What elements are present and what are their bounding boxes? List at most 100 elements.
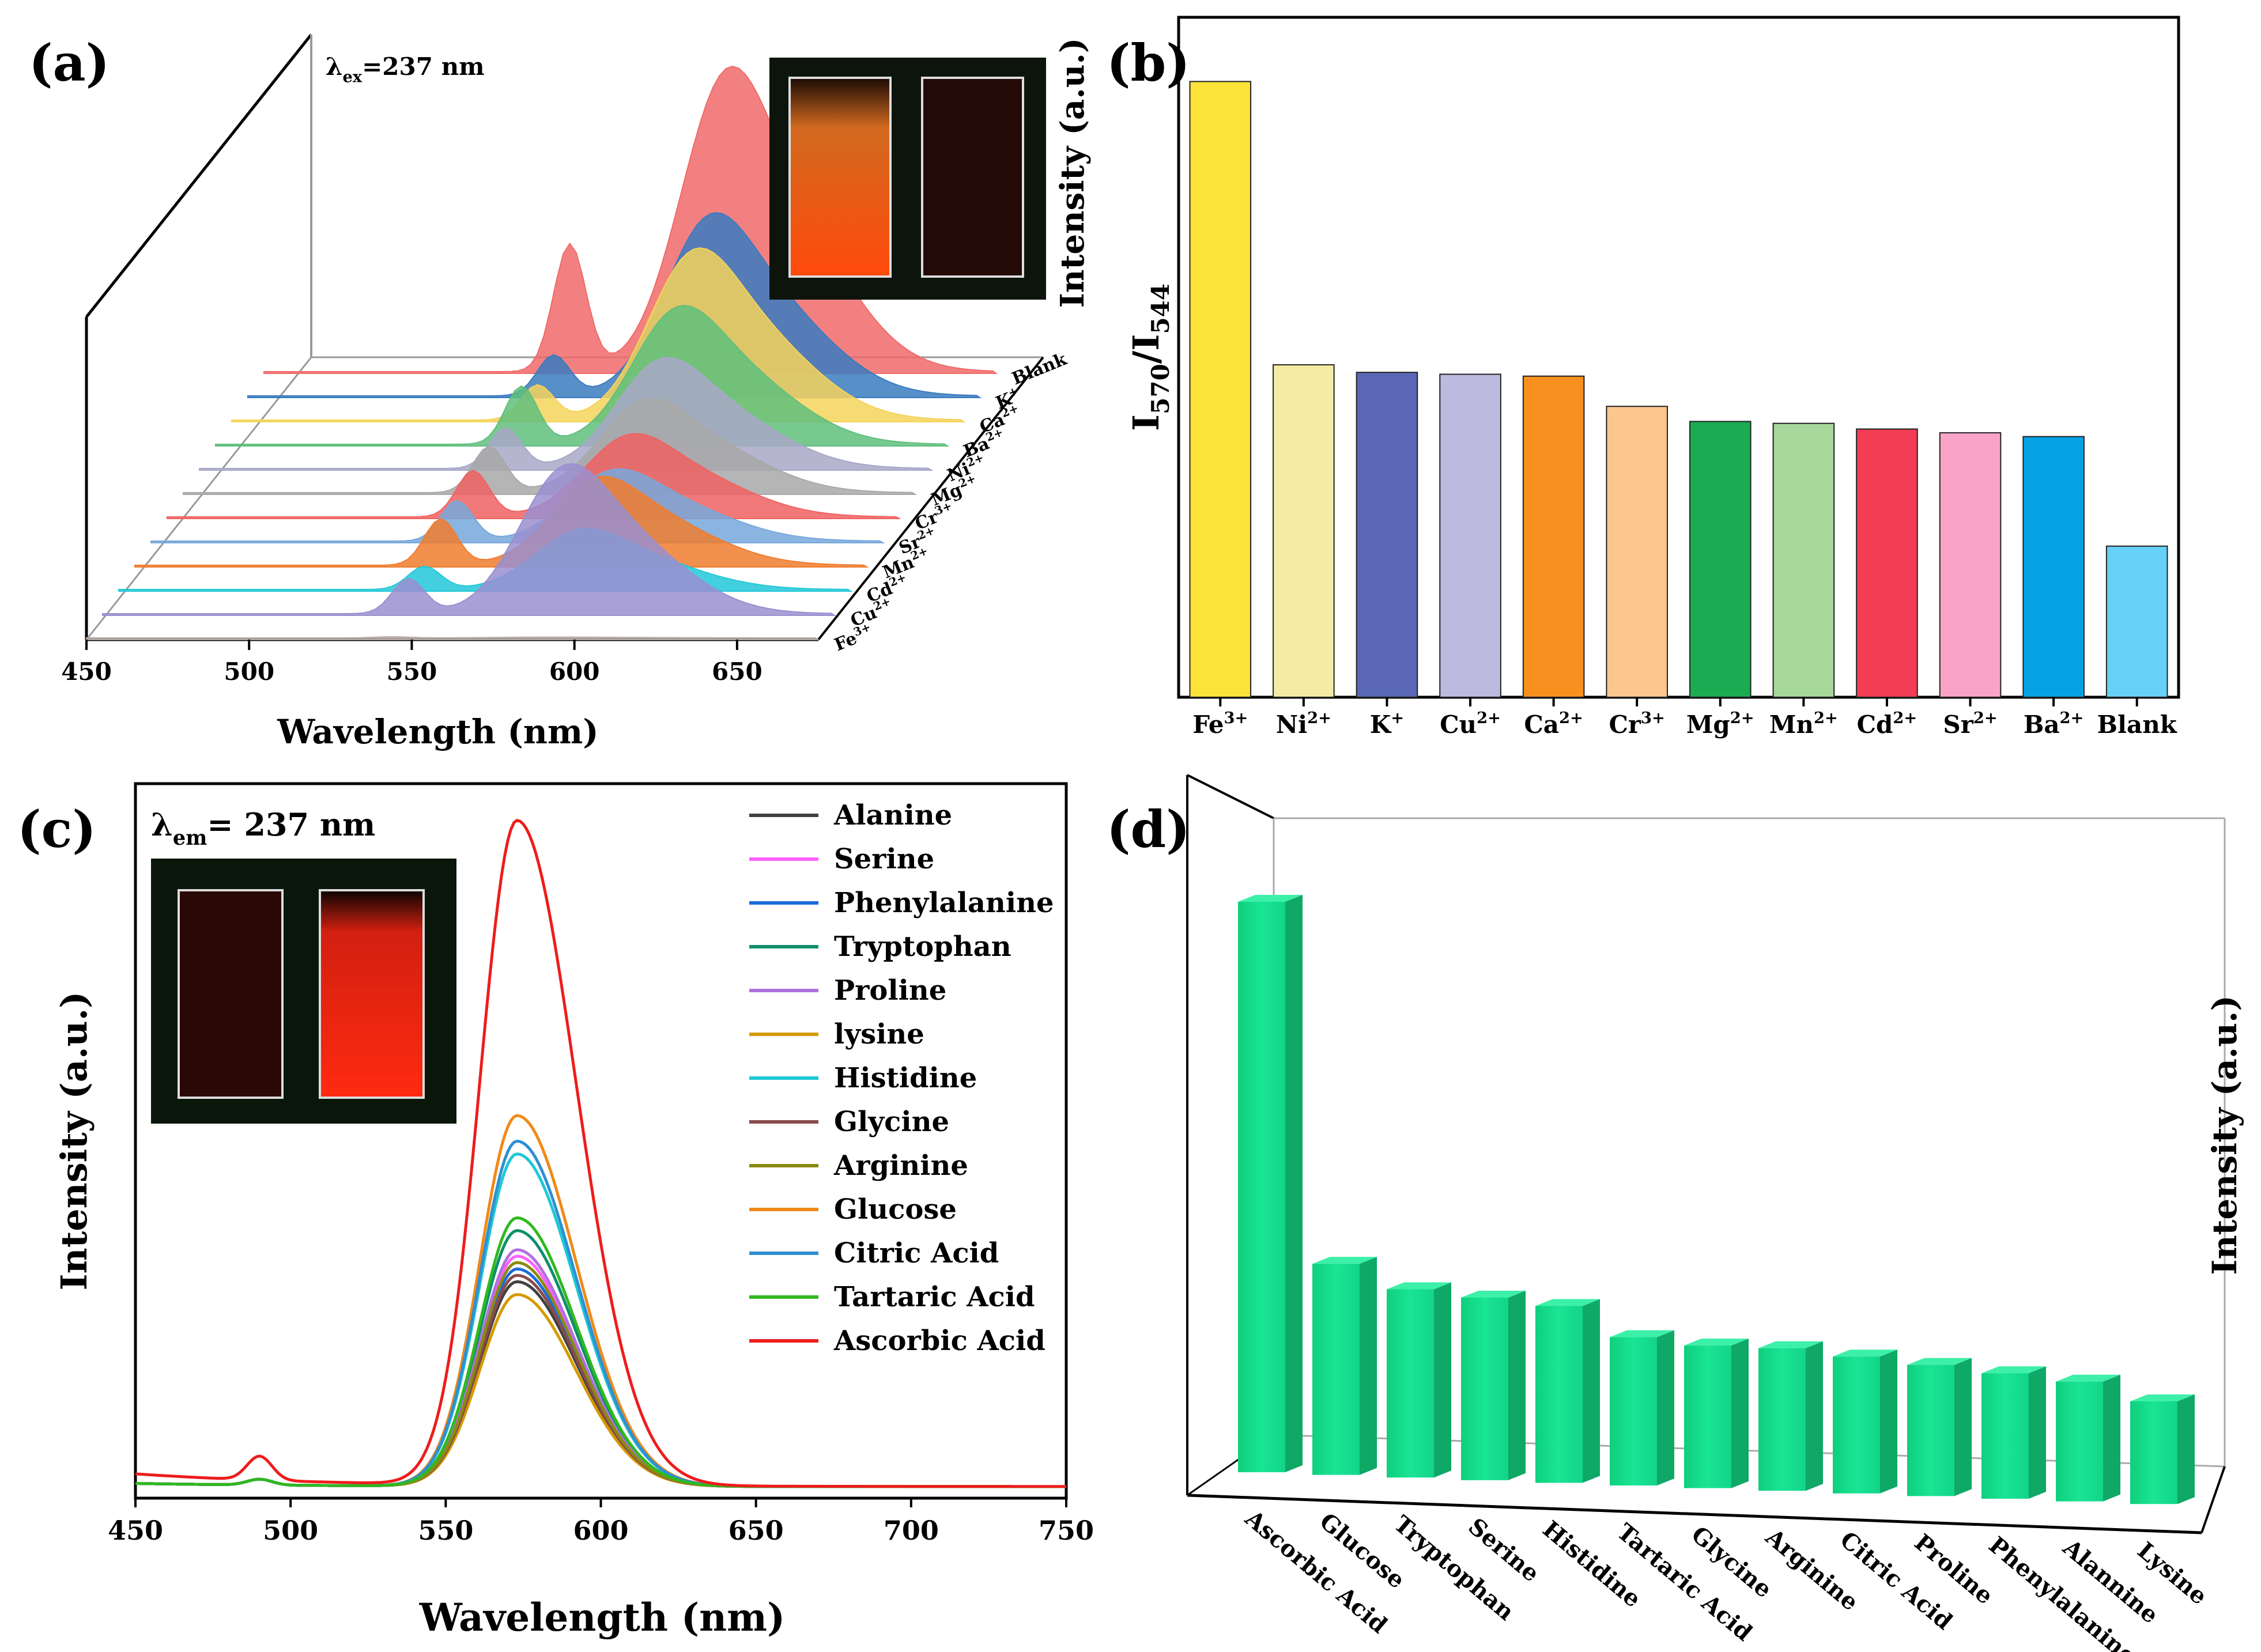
depth-axis: [817, 356, 1044, 641]
bar-arginine: [1758, 1348, 1806, 1491]
bar-side-lysine: [2177, 1394, 2195, 1504]
x-tick-label-sr: Sr2+: [1943, 709, 1997, 739]
legend-label-phenylalanine: Phenylalanine: [834, 887, 1054, 919]
bar-alannine: [2056, 1381, 2103, 1502]
bar-blank: [2105, 545, 2168, 698]
bar-top-ascorbic-acid: [1238, 895, 1303, 902]
bar-side-phenylalanine: [2029, 1366, 2046, 1499]
bar-mg: [1689, 421, 1752, 698]
bar-side-tryptophan: [1434, 1282, 1451, 1478]
x-tick-label-550: 550: [418, 1515, 473, 1546]
bar-lysine: [2130, 1401, 2177, 1504]
x-tick-label-450: 450: [108, 1515, 163, 1546]
x-tick-label-650: 650: [728, 1515, 784, 1546]
bar-glucose: [1312, 1264, 1360, 1475]
x-tick-label-550: 550: [387, 657, 437, 686]
spectrum-ba: [215, 305, 950, 447]
bar-top-phenylalanine: [1981, 1366, 2046, 1374]
bar-top-citric-acid: [1833, 1349, 1897, 1357]
x-tick-label-cu: Cu2+: [1440, 709, 1501, 739]
chart-d-3d-bar-chart: Ascorbic AcidGlucoseTryptophanSerineHist…: [1186, 774, 2244, 1652]
panel-label-d: (d): [1107, 799, 1190, 859]
bar-side-tartaric-acid: [1657, 1330, 1674, 1485]
bar-side-alannine: [2103, 1374, 2120, 1502]
x-tick-label-mg: Mg2+: [1686, 709, 1754, 739]
x-tick-label-600: 600: [549, 657, 600, 686]
bar-citric-acid: [1833, 1356, 1880, 1494]
y-axis-title: Intensity (a.u.): [2205, 995, 2244, 1275]
bar-ca: [1522, 375, 1585, 698]
cuvette-dark: [178, 889, 284, 1099]
bar-top-tryptophan: [1387, 1282, 1451, 1290]
bar-side-citric-acid: [1880, 1349, 1897, 1494]
bar-side-glycine: [1731, 1339, 1749, 1488]
legend-label-serine: Serine: [834, 843, 934, 875]
plot-frame: [1177, 16, 2180, 699]
spectrum-ca: [231, 247, 966, 422]
z-axis-title: Intensity (a.u.): [1054, 38, 1092, 308]
bar-side-histidine: [1583, 1299, 1600, 1483]
bar-top-glucose: [1312, 1257, 1377, 1264]
series-label-fe: Fe3+: [831, 620, 876, 655]
bar-serine: [1461, 1298, 1508, 1480]
bar-sr: [1939, 432, 2002, 698]
spectrum-cu: [102, 463, 837, 616]
curve-ascorbic-acid: [135, 818, 1067, 1488]
bar-ni: [1273, 364, 1335, 698]
bar-side-arginine: [1806, 1341, 1823, 1491]
x-tick-label-cr: Cr3+: [1609, 709, 1664, 739]
x-tick-label-ca: Ca2+: [1524, 709, 1583, 739]
y-axis-title: Intensity (a.u.): [53, 991, 95, 1290]
cuvette-dark: [921, 77, 1024, 278]
chart-b-bar-chart: Fe3+ Ni2+ K+ Cu2+ Ca2+ Cr3+ Mg2+ Mn2+ Cd2+ Sr2+ Ba…: [1125, 16, 2180, 739]
emission-annotation: λem= 237 nm: [151, 806, 375, 850]
x-tick-label-blank: Blank: [2097, 710, 2177, 739]
x-axis-title: Wavelength (nm): [419, 1595, 785, 1640]
frame-floor-diagonal: [85, 357, 312, 640]
legend-label-glucose: Glucose: [834, 1193, 957, 1226]
bar-histidine: [1535, 1306, 1583, 1483]
x-tick-label-cd: Cd2+: [1857, 709, 1917, 739]
x-tick-label-ba: Ba2+: [2024, 709, 2084, 739]
bar-top-arginine: [1758, 1341, 1823, 1348]
x-tick-label-mn: Mn2+: [1769, 709, 1838, 739]
x-tick-label-500: 500: [224, 657, 274, 686]
x-tick-label-700: 700: [884, 1515, 939, 1546]
spectrum-fe: [86, 636, 819, 640]
x-tick-label-fe: Fe3+: [1192, 709, 1248, 739]
bar-top-histidine: [1535, 1299, 1600, 1306]
bar-proline: [1907, 1364, 1954, 1496]
x-tick-label-750: 750: [1039, 1515, 1094, 1546]
panel-label-a: (a): [29, 33, 110, 93]
legend-label-citric-acid: Citric Acid: [834, 1237, 999, 1269]
legend-label-ascorbic-acid: Ascorbic Acid: [833, 1325, 1045, 1357]
legend-label-proline: Proline: [834, 974, 946, 1007]
panel-label-b: (b): [1107, 33, 1190, 93]
spectrum-ni: [199, 357, 934, 471]
legend-label-alanine: Alanine: [833, 799, 952, 831]
depth-axis: [2200, 1466, 2226, 1533]
legend-label-tartaric-acid: Tartaric Acid: [834, 1281, 1035, 1313]
bar-cr: [1606, 406, 1668, 698]
bar-top-glycine: [1684, 1339, 1749, 1346]
cuvette-bright: [788, 77, 892, 278]
frame-top-diagonal: [85, 33, 312, 318]
x-tick-label-ni: Ni2+: [1276, 709, 1331, 739]
bar-top-lysine: [2130, 1394, 2195, 1401]
chart-a-waterfall: BlankK+Ca2+Ba2+Ni2+Mg2+Cr3+Sr2+Mn2+Cd2+C…: [61, 33, 1092, 751]
bar-side-glucose: [1360, 1257, 1377, 1475]
legend-label-lysine: lysine: [834, 1018, 924, 1050]
bar-side-proline: [1954, 1358, 1972, 1496]
x-tick-label-500: 500: [263, 1515, 318, 1546]
bar-ba: [2022, 436, 2085, 698]
legend-label-arginine: Arginine: [833, 1150, 968, 1182]
x-axis: [1187, 1494, 2202, 1534]
bar-mn: [1772, 422, 1835, 698]
chart-c-line-chart: 450 500 550 600 650 700 750 Wavelength (nm) Inte…: [53, 782, 1094, 1640]
x-tick-label-600: 600: [573, 1515, 628, 1546]
x-tick-label-450: 450: [61, 657, 112, 686]
bar-tryptophan: [1387, 1289, 1434, 1478]
bar-tartaric-acid: [1610, 1337, 1657, 1485]
bar-top-alannine: [2056, 1374, 2120, 1382]
